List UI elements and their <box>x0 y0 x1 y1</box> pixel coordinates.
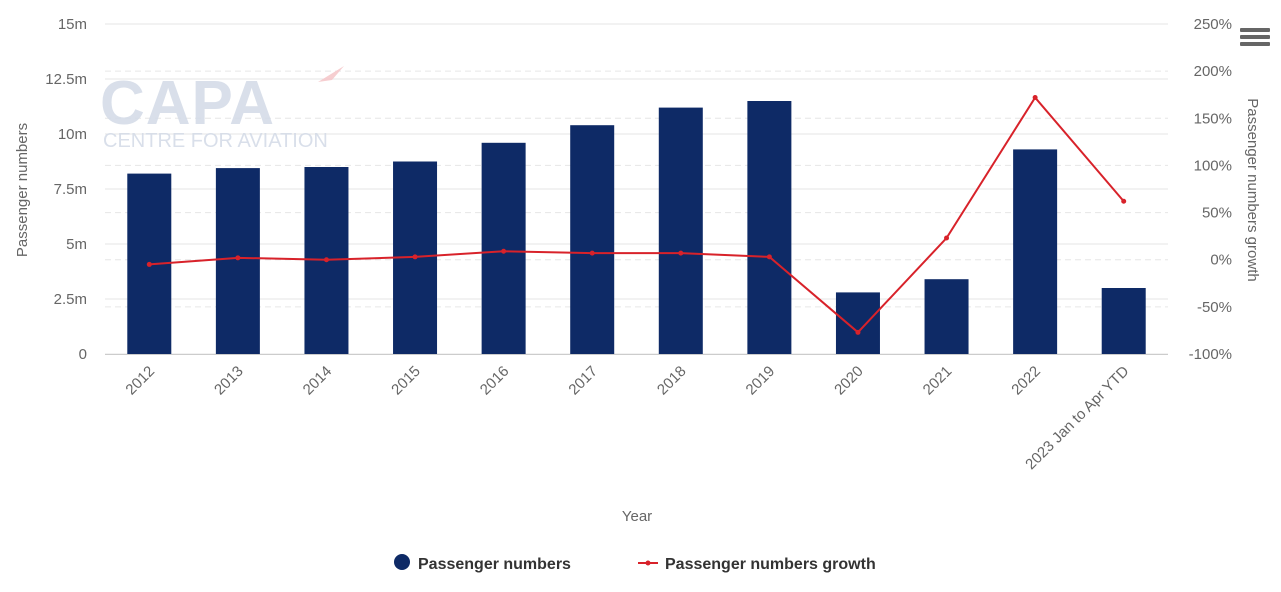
growth-point <box>146 261 152 267</box>
bar-series <box>127 101 1146 354</box>
growth-point <box>1032 95 1038 101</box>
bar <box>1013 149 1058 354</box>
legend-item-passenger-numbers-growth[interactable]: Passenger numbers growth <box>638 556 876 573</box>
legend: Passenger numbers Passenger numbers grow… <box>394 554 876 573</box>
bar <box>658 107 703 354</box>
y-tick-label: 2.5m <box>54 291 87 308</box>
legend-label: Passenger numbers <box>418 556 571 573</box>
watermark-plane-icon <box>318 66 344 82</box>
y2-tick-label: -100% <box>1189 346 1232 363</box>
y2-tick-label: 50% <box>1202 205 1232 222</box>
y2-tick-label: 100% <box>1194 157 1232 174</box>
x-tick-label: 2016 <box>477 363 513 399</box>
y-axis-left: 0 2.5m 5m 7.5m 10m 12.5m 15m <box>45 16 87 363</box>
y2-tick-label: 0% <box>1210 252 1232 269</box>
growth-point <box>944 235 950 241</box>
y-tick-label: 12.5m <box>45 71 87 88</box>
x-tick-label: 2014 <box>300 363 336 399</box>
x-tick-label: 2013 <box>211 363 247 399</box>
growth-point <box>855 329 861 335</box>
watermark-logo: CAPA <box>100 69 275 138</box>
x-tick-label: 2012 <box>122 363 158 399</box>
x-tick-label: 2018 <box>654 363 690 399</box>
growth-point <box>323 257 329 263</box>
growth-point <box>412 254 418 260</box>
bar <box>747 101 792 354</box>
x-axis: 2012 2013 2014 2015 2016 2017 2018 2019 2020 2021… <box>122 363 1132 473</box>
growth-point <box>235 255 241 261</box>
y-axis-title: Passenger numbers <box>14 123 31 257</box>
y-tick-label: 10m <box>58 126 87 143</box>
hamburger-menu-icon[interactable] <box>1240 28 1270 52</box>
x-tick-label: 2017 <box>565 363 601 399</box>
bar <box>215 168 260 354</box>
growth-point <box>501 248 507 254</box>
bar <box>570 125 615 354</box>
x-axis-title: Year <box>622 508 652 525</box>
x-tick-label: 2019 <box>743 363 779 399</box>
bar <box>481 142 526 354</box>
y2-tick-label: -50% <box>1197 299 1232 316</box>
growth-point <box>678 250 684 256</box>
bar <box>1101 288 1146 354</box>
legend-marker-dot <box>645 560 651 566</box>
y-tick-label: 15m <box>58 16 87 33</box>
growth-line <box>149 95 1125 334</box>
y-axis-right: -100% -50% 0% 50% 100% 150% 200% 250% <box>1189 16 1232 363</box>
legend-marker-bars <box>394 554 410 570</box>
growth-point <box>589 250 595 256</box>
y-tick-label: 5m <box>66 236 87 253</box>
line-series <box>146 95 1127 335</box>
bar <box>924 279 969 354</box>
watermark-tagline: CENTRE FOR AVIATION <box>103 130 328 152</box>
y2-tick-label: 200% <box>1194 63 1232 80</box>
y-tick-label: 7.5m <box>54 181 87 198</box>
grid-lines <box>105 23 1168 355</box>
growth-point <box>766 254 772 260</box>
watermark: CAPA CENTRE FOR AVIATION <box>100 66 344 152</box>
x-tick-label: 2021 <box>920 363 956 399</box>
growth-point <box>1121 198 1127 204</box>
y-tick-label: 0 <box>79 346 87 363</box>
x-tick-label: 2022 <box>1008 363 1044 399</box>
y2-tick-label: 150% <box>1194 110 1232 127</box>
legend-item-passenger-numbers[interactable]: Passenger numbers <box>394 554 571 573</box>
y2-tick-label: 250% <box>1194 16 1232 33</box>
bar <box>835 292 880 354</box>
x-tick-label: 2015 <box>388 363 424 399</box>
y2-axis-title: Passenger numbers growth <box>1244 98 1261 281</box>
legend-label: Passenger numbers growth <box>665 556 876 573</box>
x-tick-label: 2020 <box>831 363 867 399</box>
